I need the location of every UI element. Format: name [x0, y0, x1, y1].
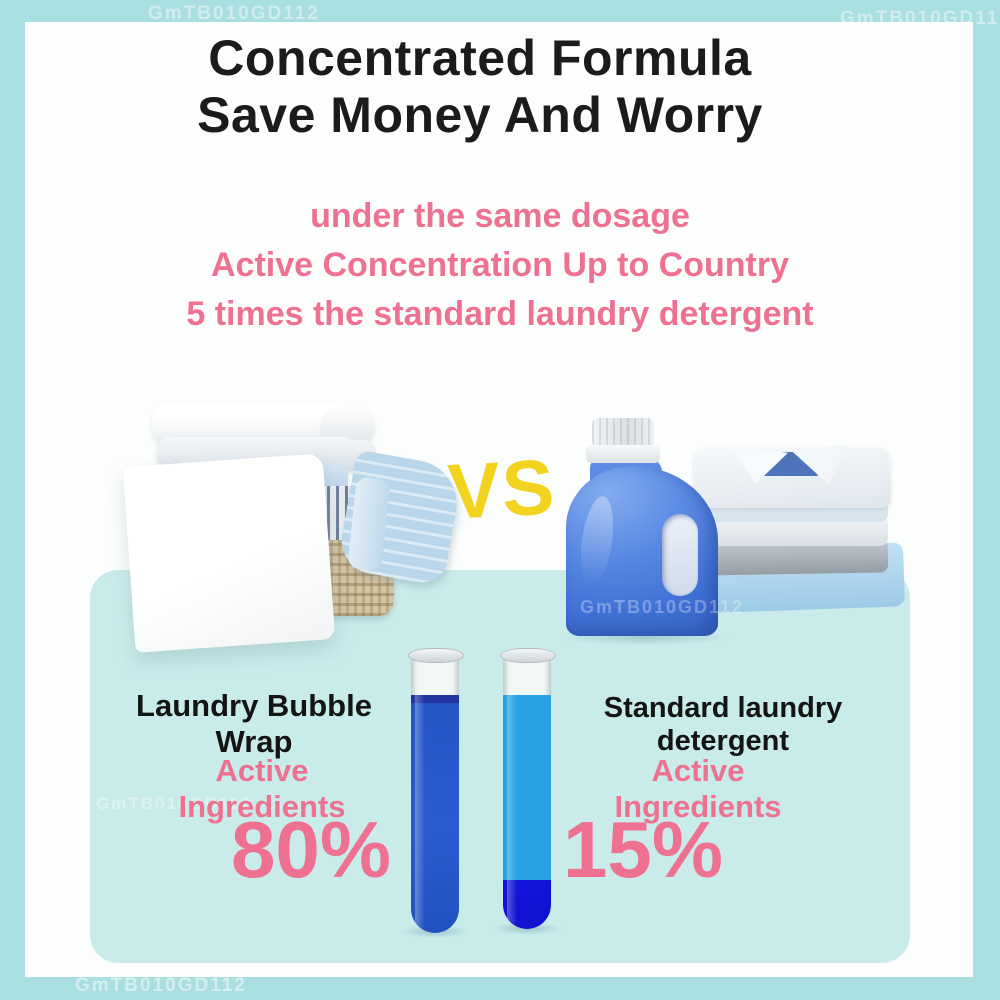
metric-label-right: Active Ingredients [614, 753, 782, 824]
page-subtitle: under the same dosage Active Concentrati… [0, 192, 1000, 339]
watermark: GmTB010GD112 [580, 597, 745, 617]
subtitle-line-3: 5 times the standard laundry detergent [186, 295, 814, 333]
watermark: GmTB010GD112 [148, 3, 320, 24]
subtitle-line-1: under the same dosage [310, 197, 690, 235]
bottle-cap [592, 418, 654, 448]
test-tube-right [500, 648, 556, 930]
tube-liquid-concentrated [411, 695, 459, 933]
liquid-sheen [507, 695, 517, 929]
page-title: Concentrated Formula Save Money And Worr… [0, 30, 960, 144]
metric-label-left: Active Ingredients [178, 753, 346, 824]
title-line-2: Save Money And Worry [197, 87, 763, 143]
title-line-1: Concentrated Formula [208, 30, 752, 86]
test-tube-left [408, 648, 464, 934]
metric-value-left: 80% [230, 805, 392, 894]
laundry-sheet [122, 453, 336, 653]
tube-glass [503, 655, 551, 929]
tube-rim [500, 648, 556, 663]
watermark: GmTB010GD112 [96, 794, 253, 813]
tube-glass [411, 655, 459, 933]
product-name-right: Standard laundry detergent [603, 692, 843, 757]
subtitle-line-2: Active Concentration Up to Country [210, 246, 790, 284]
watermark: GmTB010GD112 [840, 8, 1000, 29]
bottle-handle [662, 514, 698, 596]
bottle-cap-ring [586, 445, 660, 463]
tube-rim [408, 648, 464, 663]
tube-liquid-standard [503, 695, 551, 929]
versus-label: VS [445, 442, 559, 536]
watermark: GmTB010GD112 [75, 975, 247, 996]
product-name-left: Laundry Bubble Wrap [136, 688, 372, 759]
detergent-bottle [560, 418, 730, 642]
metric-value-right: 15% [562, 805, 724, 894]
liquid-sheen [415, 695, 425, 933]
